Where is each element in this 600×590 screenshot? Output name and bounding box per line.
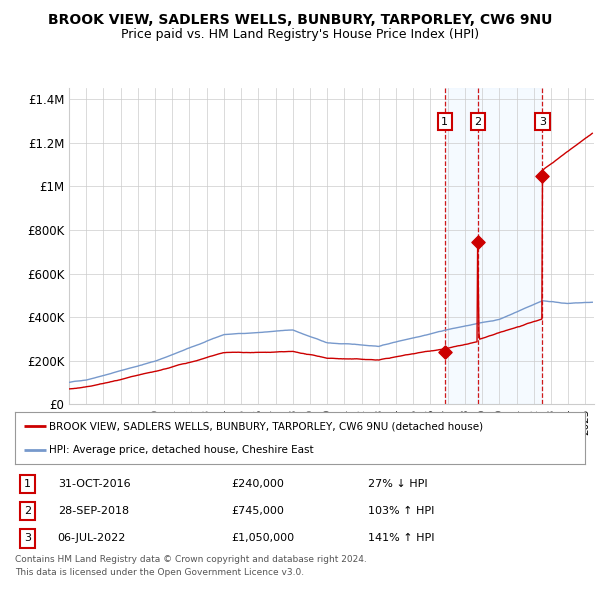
Text: 2: 2 <box>474 117 481 127</box>
Text: 06-JUL-2022: 06-JUL-2022 <box>58 533 126 543</box>
Text: 1: 1 <box>24 479 31 489</box>
Text: £745,000: £745,000 <box>232 506 284 516</box>
Text: Contains HM Land Registry data © Crown copyright and database right 2024.: Contains HM Land Registry data © Crown c… <box>15 555 367 563</box>
Bar <box>445 88 478 404</box>
Text: 31-OCT-2016: 31-OCT-2016 <box>58 479 130 489</box>
Text: 103% ↑ HPI: 103% ↑ HPI <box>368 506 435 516</box>
Text: 3: 3 <box>539 117 546 127</box>
Text: Price paid vs. HM Land Registry's House Price Index (HPI): Price paid vs. HM Land Registry's House … <box>121 28 479 41</box>
Text: This data is licensed under the Open Government Licence v3.0.: This data is licensed under the Open Gov… <box>15 568 304 576</box>
Text: BROOK VIEW, SADLERS WELLS, BUNBURY, TARPORLEY, CW6 9NU (detached house): BROOK VIEW, SADLERS WELLS, BUNBURY, TARP… <box>49 421 484 431</box>
Text: 27% ↓ HPI: 27% ↓ HPI <box>368 479 428 489</box>
Point <box>538 171 547 181</box>
Bar <box>478 88 542 404</box>
Point <box>440 347 449 356</box>
Text: 2: 2 <box>24 506 31 516</box>
Text: HPI: Average price, detached house, Cheshire East: HPI: Average price, detached house, Ches… <box>49 445 314 455</box>
Text: 1: 1 <box>442 117 448 127</box>
Text: 141% ↑ HPI: 141% ↑ HPI <box>368 533 435 543</box>
Point <box>473 237 482 247</box>
Text: BROOK VIEW, SADLERS WELLS, BUNBURY, TARPORLEY, CW6 9NU: BROOK VIEW, SADLERS WELLS, BUNBURY, TARP… <box>48 13 552 27</box>
Text: £240,000: £240,000 <box>232 479 284 489</box>
Text: 3: 3 <box>24 533 31 543</box>
Text: £1,050,000: £1,050,000 <box>232 533 295 543</box>
Text: 28-SEP-2018: 28-SEP-2018 <box>58 506 129 516</box>
